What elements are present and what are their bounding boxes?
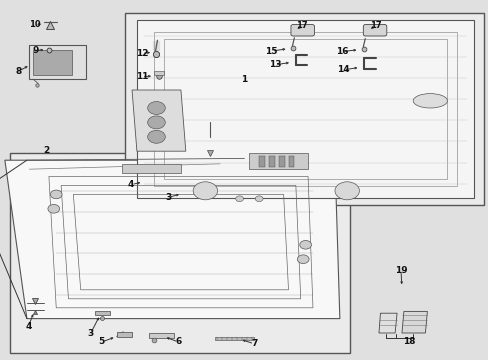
Bar: [288, 156, 294, 167]
Text: 18: 18: [402, 337, 414, 346]
Bar: [278, 156, 284, 167]
Polygon shape: [378, 313, 396, 333]
Circle shape: [48, 204, 60, 213]
Polygon shape: [5, 160, 339, 319]
Circle shape: [147, 130, 165, 143]
Bar: [154, 71, 163, 75]
Bar: [117, 332, 132, 337]
Polygon shape: [137, 20, 473, 198]
Bar: [95, 311, 110, 315]
Text: 2: 2: [43, 145, 49, 155]
Bar: [215, 337, 254, 340]
Text: 17: 17: [296, 21, 307, 30]
Text: 9: 9: [32, 46, 39, 55]
Text: 4: 4: [127, 180, 134, 189]
Ellipse shape: [412, 94, 447, 108]
Circle shape: [50, 190, 62, 199]
Text: 14: 14: [336, 65, 349, 74]
Circle shape: [255, 196, 263, 202]
Bar: [249, 153, 307, 169]
Text: 16: 16: [335, 47, 348, 56]
Bar: [122, 164, 181, 173]
Bar: [124, 13, 483, 205]
Text: 13: 13: [268, 60, 281, 69]
FancyBboxPatch shape: [290, 24, 314, 36]
Text: 8: 8: [16, 67, 21, 76]
Bar: [10, 153, 349, 353]
Bar: [33, 50, 72, 75]
Text: 17: 17: [369, 21, 381, 30]
Circle shape: [299, 240, 311, 249]
Bar: [149, 333, 173, 338]
Text: 6: 6: [175, 338, 181, 346]
FancyBboxPatch shape: [363, 24, 386, 36]
Text: 1: 1: [241, 76, 247, 85]
Text: 5: 5: [99, 338, 104, 346]
Text: 3: 3: [165, 193, 171, 202]
Circle shape: [147, 102, 165, 114]
Text: 7: 7: [250, 339, 257, 348]
Text: 10: 10: [29, 20, 41, 29]
Text: 19: 19: [394, 266, 407, 275]
Bar: [29, 45, 85, 79]
Circle shape: [235, 196, 243, 202]
Text: 12: 12: [135, 49, 148, 58]
Text: 15: 15: [264, 46, 277, 55]
Text: 4: 4: [25, 322, 32, 331]
Circle shape: [297, 255, 308, 264]
Text: 11: 11: [135, 72, 148, 81]
Circle shape: [334, 182, 359, 200]
Circle shape: [193, 182, 217, 200]
Polygon shape: [132, 90, 185, 151]
Polygon shape: [401, 311, 427, 333]
Bar: [259, 156, 264, 167]
Bar: [268, 156, 274, 167]
Text: 3: 3: [87, 329, 93, 338]
Circle shape: [147, 116, 165, 129]
